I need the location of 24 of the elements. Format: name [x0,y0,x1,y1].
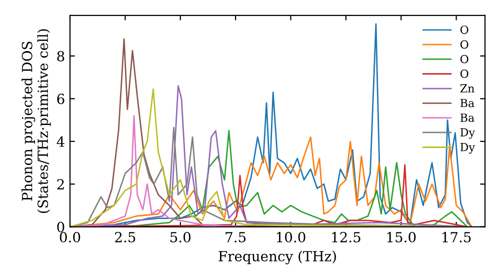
legend-label: Zn [460,84,474,92]
legend-label: O [460,40,468,49]
y-tick-label: 4 [56,136,64,147]
y-tick-label: 0 [57,222,64,232]
x-tick-label: 12.5 [332,232,360,242]
legend-label: Ba [460,114,474,122]
legend-label: O [460,26,468,34]
y-tick-label: 2 [57,179,64,190]
y-tick-label: 8 [57,50,64,62]
x-tick-label: 15.0 [387,232,416,242]
x-tick-label: 5.0 [170,232,190,242]
y-axis-title: Phonon projected DOS (States/THz·primitive cell) [22,29,51,213]
legend-label: Dy [460,143,475,154]
x-tick-label: 17.5 [442,232,471,242]
x-tick-label: 10.0 [276,232,306,242]
legend-label: Ba [460,98,474,108]
x-tick-label: 0.0 [60,232,80,242]
x-tick-label: 7.5 [226,232,246,242]
legend-label: Dy [460,128,475,139]
legend-label: O [460,54,468,64]
y-tick-label: 6 [57,94,64,104]
x-tick-label: 2.5 [115,232,136,242]
legend-label: O [460,70,468,78]
x-axis-title: Frequency (THz) [218,250,336,264]
